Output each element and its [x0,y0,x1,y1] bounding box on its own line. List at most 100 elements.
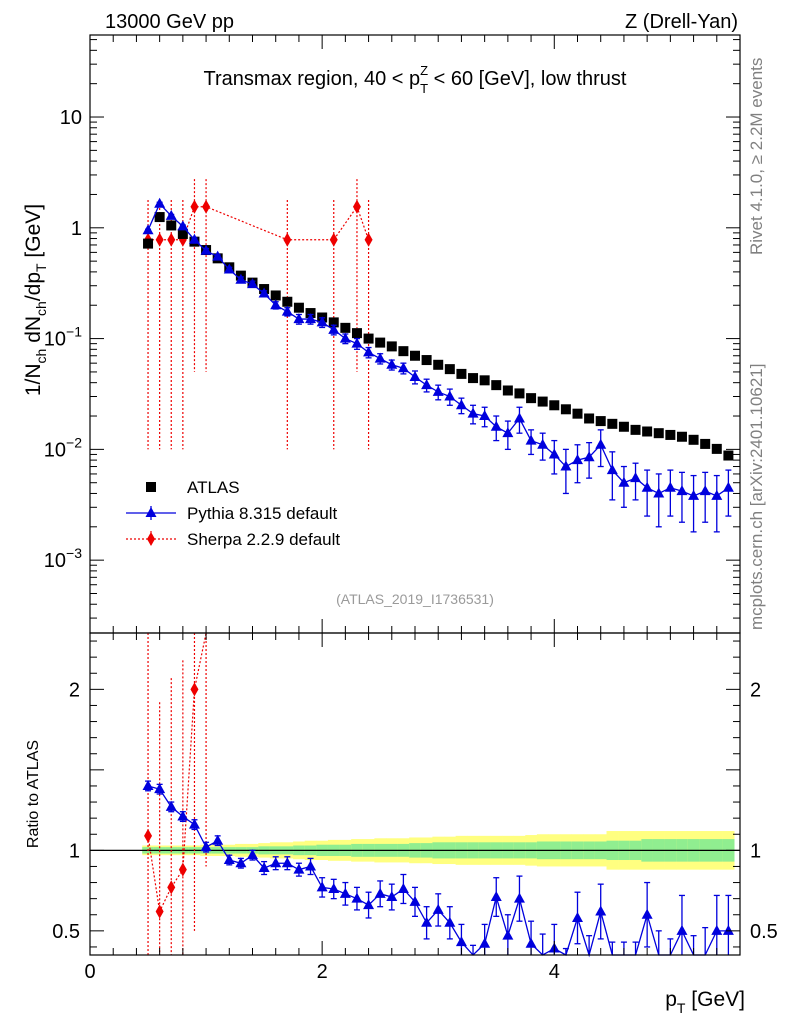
ratio-y-tick-label-left: 0.5 [52,921,80,943]
sherpa-ratio-line [147,632,207,914]
pythia-marker [397,362,409,373]
legend-atlas-marker [146,482,156,492]
atlas-marker [665,429,676,440]
ratio-y-tick-label-right: 2 [750,679,761,701]
pythia-ratio-marker [212,834,224,845]
atlas-marker [595,416,606,427]
legend: ATLAS Pythia 8.315 default Sherpa 2.2.9 de… [126,478,340,549]
energy-label: 13000 GeV pp [105,11,234,33]
ratio-plot: 2 2 1 1 0.5 0.5 0 2 4 [52,632,778,983]
atlas-marker [375,337,386,348]
pythia-ratio-marker [432,903,444,914]
pythia-marker [699,485,711,496]
atlas-marker [723,450,734,461]
pythia-ratio-marker [409,895,421,906]
atlas-marker [618,421,629,432]
pythia-ratio-marker [513,892,525,903]
pythia-ratio-marker [339,887,351,898]
sherpa-marker [167,232,176,247]
atlas-marker [177,228,188,239]
pythia-ratio-marker [722,924,734,935]
atlas-marker [433,359,444,370]
pythia-ratio-marker [374,887,386,898]
ratio-y-tick-label-left: 2 [69,679,80,701]
sherpa-marker [352,199,361,214]
atlas-marker [166,220,177,231]
pythia-marker [513,412,525,423]
pythia-ratio-marker [305,860,317,871]
pythia-ratio-marker [281,857,293,868]
pythia-ratio-marker [235,857,247,868]
atlas-marker [572,408,583,419]
atlas-marker [642,426,653,437]
sherpa-marker [283,232,292,247]
pythia-ratio-marker [223,854,235,865]
pythia-marker [653,487,665,498]
pythia-marker [188,233,200,244]
pythia-marker [351,337,363,348]
pythia-ratio-marker [572,911,583,922]
pythia-marker [455,399,467,410]
rivet-version-label: Rivet 4.1.0, ≥ 2.2M events [747,58,766,255]
pythia-marker [235,273,247,284]
pythia-marker [177,220,189,231]
pythia-ratio-marker [421,916,433,927]
pythia-marker [200,244,212,255]
atlas-marker [526,393,537,404]
atlas-marker [700,438,711,449]
atlas-marker [305,308,316,319]
atlas-marker [351,328,362,339]
pythia-marker [595,438,607,449]
pythia-ratio-marker [363,899,375,910]
atlas-marker [444,364,455,375]
plot-title: Transmax region, 40 < pZ T < 60 [GeV], lo… [204,63,627,96]
pythia-marker [305,313,317,324]
pythia-marker [154,197,166,208]
atlas-marker [491,380,502,391]
pythia-marker [722,481,734,492]
sherpa-ratio-marker [144,828,153,843]
main-y-tick-label: 10−1 [44,324,82,351]
pythia-ratio-marker [479,937,491,948]
atlas-marker [549,400,560,411]
pythia-marker [572,454,583,465]
legend-label-sherpa: Sherpa 2.2.9 default [187,530,340,549]
pythia-marker [606,464,618,475]
pythia-ratio-marker [177,810,189,821]
pythia-ratio-marker [258,862,270,873]
main-y-tick-label: 10 [60,107,82,129]
atlas-marker [282,296,293,307]
atlas-marker [456,368,467,379]
pythia-marker [258,287,270,298]
pythia-ratio-marker [397,882,409,893]
main-x-ticks [89,35,741,633]
pythia-marker [560,460,572,471]
main-series-layer [142,179,734,533]
pythia-marker [676,485,688,496]
pythia-marker [618,476,630,487]
main-y-axis: 10 1 10−1 10−2 10−3 [44,39,740,619]
pythia-marker [270,299,282,310]
ratio-series-layer [90,632,740,958]
sherpa-ratio-marker [155,904,164,919]
atlas-marker [386,341,397,352]
pythia-ratio-marker [247,849,258,860]
legend-sherpa-marker [147,532,155,546]
pythia-marker [339,332,351,343]
atlas-marker [630,424,641,435]
atlas-marker [410,350,420,361]
pythia-ratio-marker [676,924,688,935]
pythia-ratio-marker [641,908,653,919]
pythia-ratio-marker [142,779,154,790]
pythia-marker [479,410,491,421]
atlas-marker [363,333,374,344]
sherpa-marker [364,232,373,247]
x-tick-label: 2 [317,961,328,983]
main-y-tick-label: 10−3 [44,545,82,572]
ratio-y-tick-label-left: 1 [69,840,80,862]
main-plot: 10 1 10−1 10−2 10−3 Transmax region, 40 < pZ… [44,34,741,634]
pythia-marker [386,358,398,369]
pythia-ratio-marker [293,863,305,874]
atlas-marker [154,212,165,223]
pythia-ratio-marker [444,916,456,927]
